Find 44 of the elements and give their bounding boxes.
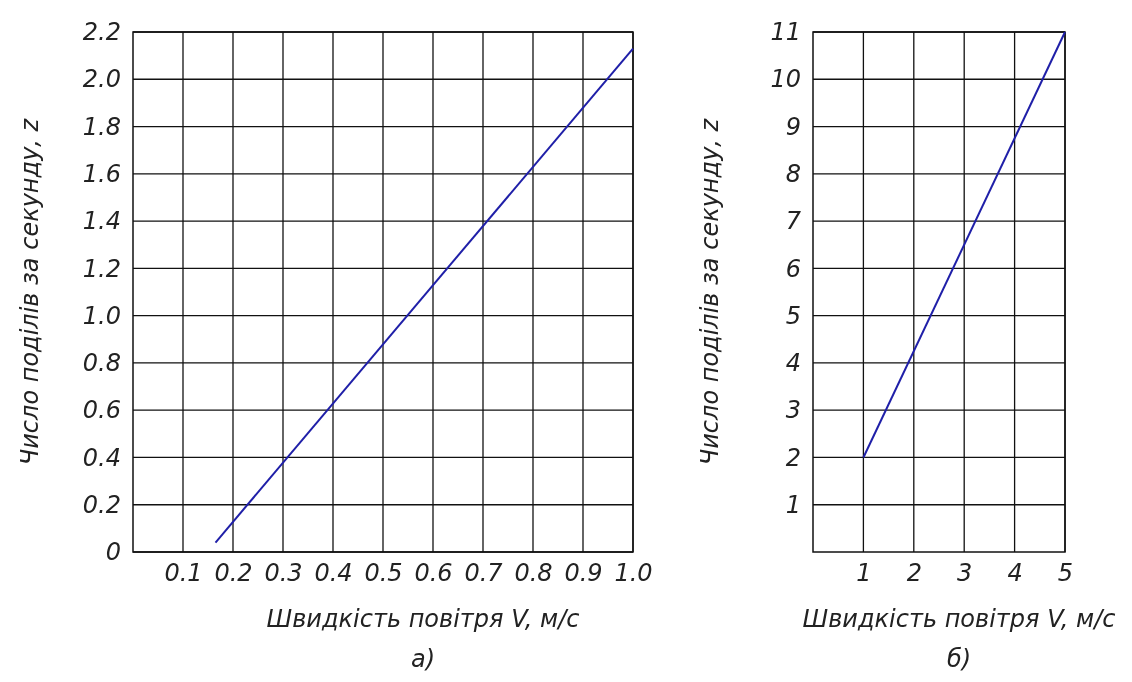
y-tick-label: 1	[785, 490, 801, 519]
x-tick-label: 2	[906, 559, 922, 588]
y-tick-label: 8	[785, 160, 801, 188]
y-tick-label: 0.2	[82, 490, 121, 519]
x-tick-label: 0.6	[414, 559, 453, 588]
y-tick-label: 2	[785, 443, 801, 472]
x-tick-label: 5	[1057, 559, 1074, 588]
x-tick-label: 0.8	[514, 559, 553, 588]
y-tick-label: 1.6	[82, 160, 121, 188]
y-tick-label: 11	[770, 18, 801, 47]
y-tick-label: 0.8	[82, 349, 121, 378]
x-tick-label: 3	[957, 559, 973, 588]
y-tick-label: 0.6	[82, 396, 121, 425]
y-tick-label: 6	[785, 254, 801, 283]
text: а)	[410, 645, 436, 673]
x-tick-label: 0.5	[364, 559, 403, 588]
x-axis-title: Швидкість повітря V, м/с	[266, 605, 580, 633]
x-tick-label: 0.9	[564, 559, 603, 588]
y-tick-label: 7	[785, 207, 802, 236]
x-axis-title: Швидкість повітря V, м/с	[802, 605, 1116, 633]
x-tick-label: 0.3	[264, 559, 303, 588]
y-tick-label: 3	[785, 396, 801, 425]
y-axis-title: Число поділів за секунду, z	[696, 117, 724, 466]
y-tick-label: 1.4	[82, 207, 121, 236]
y-tick-label: 1.2	[82, 254, 121, 283]
y-axis-title: Число поділів за секунду, z	[16, 117, 44, 466]
x-tick-label: 0.4	[314, 559, 353, 588]
y-tick-label: 1.0	[82, 301, 121, 330]
y-tick-label: 9	[785, 112, 801, 141]
x-tick-label: 0.1	[164, 559, 203, 588]
y-tick-label: 2.2	[82, 18, 121, 47]
y-tick-label: 0.4	[82, 443, 121, 472]
y-tick-label: 0	[105, 538, 121, 567]
y-tick-label: 2.0	[82, 65, 121, 94]
y-tick-label: 10	[770, 65, 801, 94]
y-tick-label: 5	[785, 301, 801, 330]
text: б)	[946, 645, 972, 673]
x-tick-label: 0.2	[214, 559, 253, 588]
x-tick-label: 0.7	[464, 559, 504, 588]
x-tick-label: 1.0	[614, 559, 653, 588]
x-tick-label: 1	[856, 559, 872, 588]
y-tick-label: 1.8	[82, 112, 121, 141]
y-tick-label: 4	[785, 349, 801, 378]
x-tick-label: 4	[1007, 559, 1023, 588]
